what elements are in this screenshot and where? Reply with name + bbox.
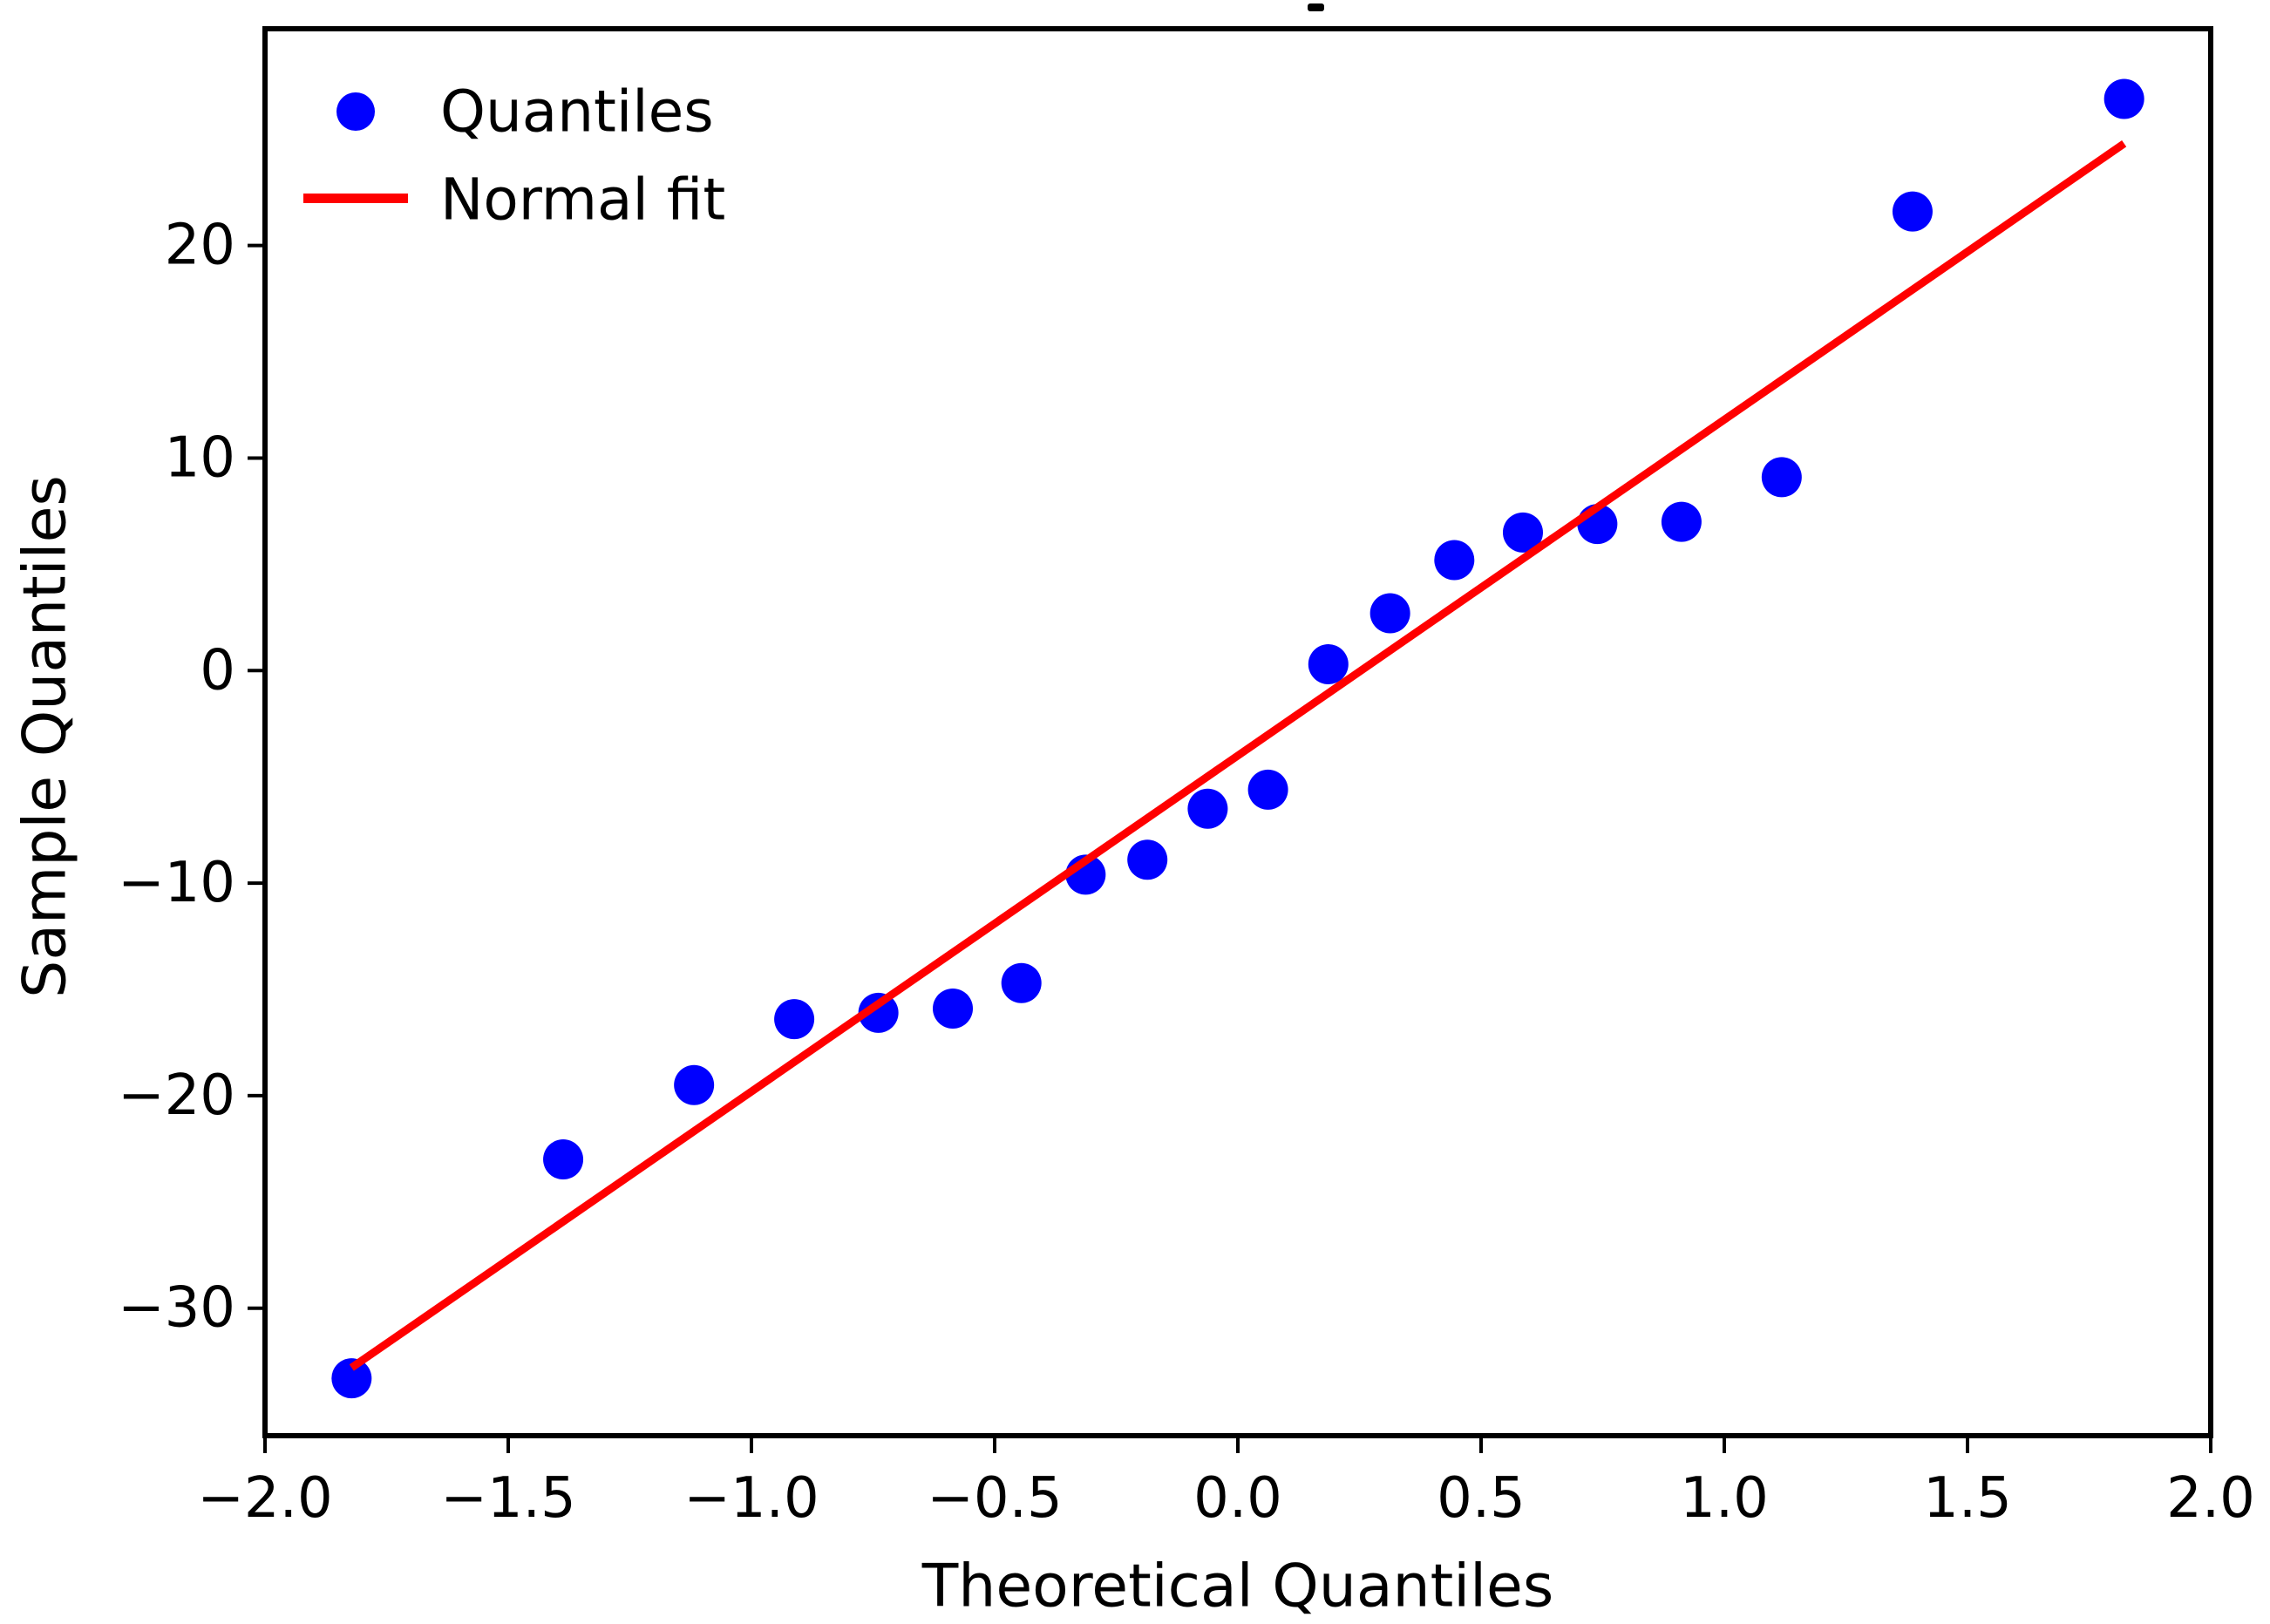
x-tick-label: −2.0 xyxy=(197,1466,332,1531)
data-point xyxy=(1127,839,1168,880)
legend-label-quantiles: Quantiles xyxy=(440,78,714,146)
scatter-series xyxy=(331,78,2144,1399)
data-point xyxy=(1001,962,1042,1003)
axis-tick-labels: −2.0 −1.5 −1.0 −0.5 0.0 0.5 1.0 1.5 2.0 20 10 0 −10 −… xyxy=(118,214,2255,1531)
plot-border xyxy=(262,26,2213,1438)
x-tick-label: 0.0 xyxy=(1193,1466,1282,1531)
axis-ticks xyxy=(248,243,2212,1453)
y-axis-label: Sample Quantiles xyxy=(11,475,80,998)
data-point xyxy=(774,999,815,1040)
x-tick-label: −0.5 xyxy=(927,1466,1062,1531)
x-axis-label: Theoretical Quantiles xyxy=(921,1553,1554,1621)
data-point xyxy=(1247,769,1288,810)
y-tick-label: −30 xyxy=(118,1276,235,1341)
legend-label-normal-fit: Normal fit xyxy=(440,166,725,234)
data-point xyxy=(1502,512,1543,553)
data-point xyxy=(1308,643,1349,684)
data-point xyxy=(1369,593,1410,634)
y-tick-label: −10 xyxy=(118,851,235,915)
data-point xyxy=(2103,78,2144,119)
data-point xyxy=(1187,788,1228,829)
data-point xyxy=(933,988,974,1029)
data-point xyxy=(1434,540,1475,581)
data-point xyxy=(543,1139,584,1180)
data-point xyxy=(674,1064,715,1105)
fit-line-series xyxy=(349,139,2127,1371)
legend-marker-quantiles-icon xyxy=(336,92,375,131)
x-tick-label: −1.0 xyxy=(683,1466,819,1531)
data-point xyxy=(331,1358,372,1399)
x-tick-label: 1.5 xyxy=(1923,1466,2012,1531)
data-point xyxy=(1761,457,1802,498)
y-tick-label: −20 xyxy=(118,1063,235,1128)
x-tick-label: 2.0 xyxy=(2166,1466,2255,1531)
x-tick-label: 1.0 xyxy=(1680,1466,1769,1531)
y-tick-label: 10 xyxy=(165,425,235,490)
data-point xyxy=(1661,501,1702,542)
y-tick-label: 20 xyxy=(165,214,235,278)
x-tick-label: 0.5 xyxy=(1437,1466,1526,1531)
legend-marker-normal-fit-icon xyxy=(303,194,408,203)
cropped-title-mark xyxy=(1308,3,1324,11)
data-point xyxy=(858,992,899,1033)
y-tick-label: 0 xyxy=(200,638,235,703)
x-tick-label: −1.5 xyxy=(440,1466,575,1531)
data-point xyxy=(1892,191,1933,232)
fit-line xyxy=(349,139,2127,1371)
legend: Quantiles Normal fit xyxy=(303,78,725,234)
